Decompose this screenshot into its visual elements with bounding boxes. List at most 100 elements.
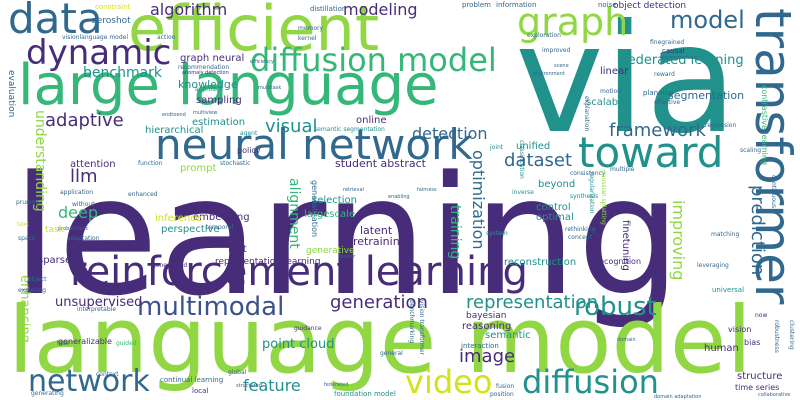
word-gaussian-splatting: gaussian splatting [600,170,607,225]
word-finetuning: finetuning [620,220,631,271]
word-pruning: pruning [16,199,40,206]
word-context: context [96,371,119,378]
word-explanation: explanation [583,96,590,132]
word-reasoning: reasoning [462,321,512,332]
word-probabilistic: probabilistic [58,226,89,232]
word-now: now [755,312,768,319]
word-agent: agent [240,130,258,137]
word-endtoend: endtoend [162,112,186,118]
word-robust: robust [574,292,657,322]
word-efficiency: efficiency [250,59,275,65]
word-recommendation: recommendation [178,64,230,71]
word-exploration: exploration [527,32,561,39]
word-human: human [704,343,739,354]
word-fast: fast [228,244,247,255]
word-inference: inference [155,213,202,224]
word-zeroshot: zeroshot [92,16,131,26]
word-online: online [356,115,387,126]
word-attention: attention [70,159,116,170]
word-loss: loss [57,340,69,347]
word-structured: structured [236,383,262,389]
word-structure: structure [737,371,783,382]
word-generalizable: generalizable [58,337,112,346]
word-universal: universal [712,286,745,294]
word-prediction: prediction [747,185,768,276]
word-interpretable: interpretable [77,306,117,313]
word-diffusion-model: diffusion model [250,41,497,79]
word-multiview: multiview [193,110,218,116]
word-video: video [405,363,493,400]
word-federated: federated [324,382,349,388]
word-alignment: alignment [286,178,302,249]
word-position: position [490,391,514,398]
word-exploring: exploring [18,287,47,294]
word-time-series: time series [735,383,780,392]
word-enhanced: enhanced [128,191,158,198]
word-motion: motion [600,88,622,95]
word-semantic: semantic [485,330,531,341]
word-visionlanguage-model: visionlanguage model [62,34,129,41]
word-training: training [447,205,463,260]
word-fairness: fairness [417,187,437,193]
word-regularization: regularization [588,172,595,214]
word-large-language: large language [18,53,439,118]
word-toward: toward [578,128,724,177]
word-feature: feature [243,376,301,395]
word-vision-transformer: vision transformer [418,300,425,355]
word-detection: detection [412,124,488,143]
word-joint: joint [490,144,504,151]
word-improving: improving [669,200,688,281]
word-improved: improved [542,47,571,54]
word-memory: memory [298,25,324,32]
word-multimodal: multimodal [137,292,285,322]
word-reconstruction: reconstruction [504,257,577,268]
word-decomposition: decomposition [660,55,697,61]
word-matching: matching [711,231,740,238]
word-graph-neural: graph neural [180,53,245,64]
word-benchmark: benchmark [83,65,163,81]
word-point-cloud: point cloud [262,337,335,352]
word-planning: planning [643,89,674,97]
word-perspective: perspective [161,224,220,235]
word-algorithm: algorithm [150,0,228,19]
word-information: information [496,1,537,9]
word-global: global [228,369,247,376]
word-stochastic: stochastic [220,160,251,167]
word-effective: effective [654,99,681,106]
word-reward: reward [654,71,675,78]
word-model: model [670,6,745,34]
word-domain: domain [617,337,636,343]
word-without: without [72,201,95,208]
word-latent: latent [360,224,393,237]
word-hierarchical: hierarchical [145,125,204,136]
word-problem: problem [462,1,491,9]
word-semantic-segmentation: semantic segmentation [314,126,385,133]
word-scalable: scalable [586,97,628,108]
word-enhancing: enhancing [17,275,32,343]
word-adaptation: adaptation [67,235,100,242]
word-rethinking: rethinking [565,226,596,233]
word-function: function [138,160,163,167]
word-application: application [60,189,94,196]
word-classification: classification [518,140,525,179]
word-graph: graph [517,0,629,44]
word-largescale: largescale [304,209,356,220]
word-efficient: efficient [128,0,380,65]
word-generating: generating [31,390,64,397]
word-embedding: embedding [193,212,250,223]
word-contrastive-learning: contrastive learning [760,85,769,166]
word-finegrained: finegrained [650,39,685,46]
word-generalization: generalization [310,180,319,238]
word-foundation-model: foundation model [334,390,396,398]
word-generation: generation [330,292,428,313]
word-fusion: fusion [496,383,515,390]
word-optimal: optimal [536,212,574,223]
word-retrieval: retrieval [343,187,364,193]
word-continuous: continuous [770,175,777,208]
word-system: system [486,230,508,237]
word-consistency: consistency [570,170,606,177]
word-noise: noise [598,1,617,9]
word-object: object [28,276,47,283]
word-unsupervised: unsupervised [55,295,143,310]
